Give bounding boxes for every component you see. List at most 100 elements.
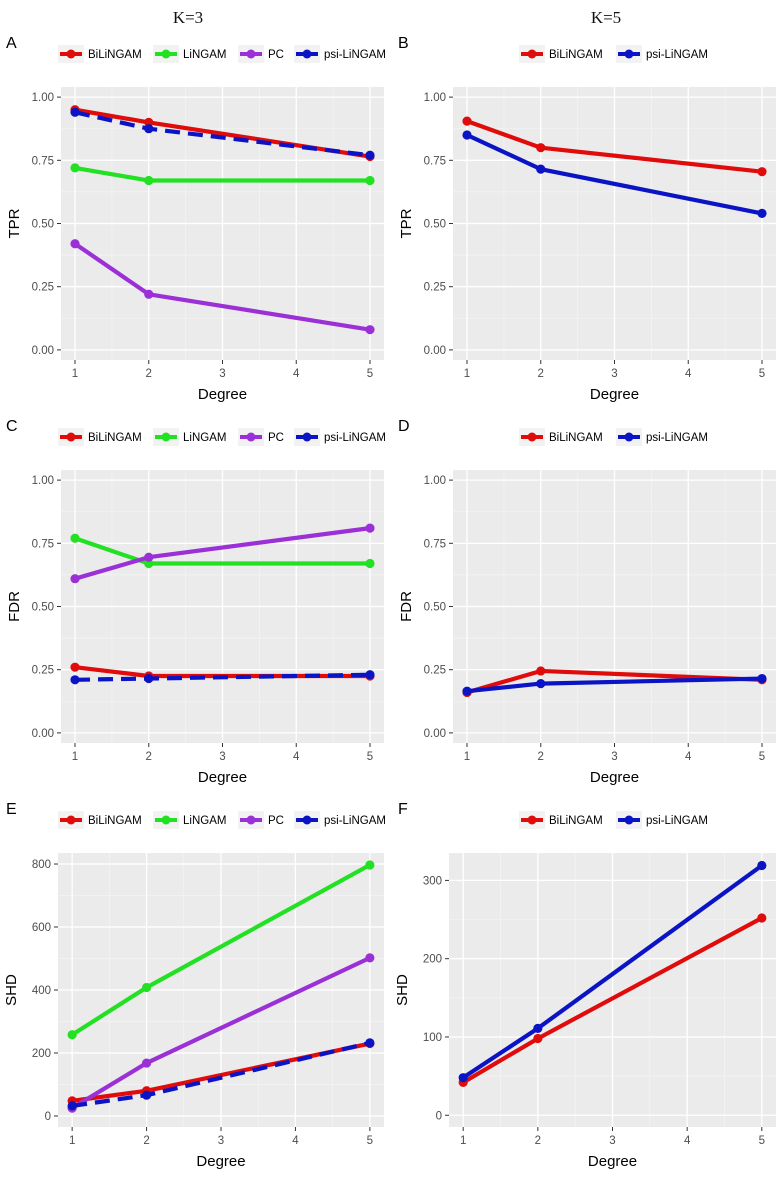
legend-label: psi-LiNGAM xyxy=(324,815,386,827)
y-tick-label: 200 xyxy=(32,1048,51,1060)
data-point-psi-lingam xyxy=(144,673,154,684)
y-tick-label: 0.75 xyxy=(424,538,446,550)
legend: BiLiNGAM LiNGAM PC psi-LiNGAM xyxy=(58,45,386,63)
legend-key-point xyxy=(527,49,537,59)
x-tick-label: 5 xyxy=(759,368,765,380)
x-axis-title: Degree xyxy=(196,1153,245,1170)
data-point-lingam xyxy=(365,558,375,569)
y-tick-label: 0.00 xyxy=(32,728,54,740)
legend-key-point xyxy=(527,815,537,825)
x-tick-label: 4 xyxy=(685,368,692,380)
x-tick-label: 4 xyxy=(293,368,300,380)
y-axis-title: SHD xyxy=(394,974,411,1006)
x-tick-label: 3 xyxy=(218,1135,224,1147)
data-point-psi-lingam xyxy=(536,678,546,689)
x-tick-label: 2 xyxy=(538,368,544,380)
y-tick-label: 300 xyxy=(423,875,442,887)
y-axis-title: TPR xyxy=(398,208,415,238)
legend-key-point xyxy=(66,432,76,442)
data-point-lingam xyxy=(365,860,375,870)
legend-key-point xyxy=(246,815,256,825)
data-point-psi-lingam xyxy=(144,124,154,134)
data-point-psi-lingam xyxy=(365,150,375,160)
legend-label: BiLiNGAM xyxy=(88,49,142,61)
legend-key-point xyxy=(161,49,171,59)
y-tick-label: 0.00 xyxy=(32,345,54,357)
data-point-psi-lingam xyxy=(365,670,375,680)
legend-key-point xyxy=(66,49,76,59)
y-tick-label: 0 xyxy=(436,1110,442,1122)
y-tick-label: 0.25 xyxy=(424,282,446,294)
data-point-pc xyxy=(144,289,154,299)
column-title-k5: K=5 xyxy=(590,8,622,27)
legend-label: LiNGAM xyxy=(183,815,226,827)
data-point-pc xyxy=(144,552,154,562)
legend-label: PC xyxy=(268,432,284,444)
legend-label: PC xyxy=(268,49,284,61)
y-tick-label: 0.75 xyxy=(32,155,54,167)
y-tick-label: 800 xyxy=(32,859,51,871)
legend-key-point xyxy=(161,815,171,825)
y-tick-label: 0.25 xyxy=(424,665,446,677)
x-axis-title: Degree xyxy=(198,386,247,403)
legend-label: psi-LiNGAM xyxy=(646,432,708,444)
y-tick-label: 0.25 xyxy=(32,665,54,677)
data-point-psi-lingam xyxy=(757,860,767,871)
data-point-pc xyxy=(70,574,80,584)
panel-letter: D xyxy=(398,418,410,435)
y-tick-label: 1.00 xyxy=(32,475,54,487)
data-point-lingam xyxy=(365,175,375,186)
data-point-psi-lingam xyxy=(462,130,472,140)
panel-d: 0.00 0.25 0.50 0.75 1.00 1 2 3 4 5 Degree FDR D BiLiN… xyxy=(398,418,776,786)
data-point-psi-lingam xyxy=(536,164,546,174)
panel-f: 0 100 200 300 1 2 3 4 5 Degree SHD F BiLiNGAM psi-LiN… xyxy=(394,801,776,1170)
x-axis-title: Degree xyxy=(590,386,639,403)
legend-label: BiLiNGAM xyxy=(549,815,603,827)
x-tick-label: 5 xyxy=(367,751,373,763)
data-point-psi-lingam xyxy=(757,208,767,218)
x-axis-title: Degree xyxy=(590,769,639,786)
data-point-bilingam xyxy=(757,913,767,923)
x-tick-label: 2 xyxy=(146,368,152,380)
x-tick-label: 3 xyxy=(219,368,225,380)
legend-label: psi-LiNGAM xyxy=(646,815,708,827)
x-tick-label: 2 xyxy=(538,751,544,763)
data-point-pc xyxy=(365,325,375,335)
y-tick-label: 0.25 xyxy=(32,282,54,294)
x-tick-label: 5 xyxy=(759,1135,765,1147)
legend-key-point xyxy=(624,49,634,59)
y-axis-title: TPR xyxy=(6,208,23,238)
y-tick-label: 0.00 xyxy=(424,728,446,740)
data-point-psi-lingam xyxy=(533,1023,543,1033)
y-tick-label: 0.00 xyxy=(424,345,446,357)
legend-key-point xyxy=(161,432,171,442)
legend-label: BiLiNGAM xyxy=(88,432,142,444)
x-axis-title: Degree xyxy=(198,769,247,786)
data-point-lingam xyxy=(141,982,152,993)
x-tick-label: 5 xyxy=(367,368,373,380)
legend-label: BiLiNGAM xyxy=(549,432,603,444)
data-point-lingam xyxy=(70,533,80,543)
data-point-bilingam xyxy=(144,117,154,127)
data-point-bilingam xyxy=(536,666,546,676)
legend-key-point xyxy=(66,815,76,825)
y-tick-label: 0.50 xyxy=(424,219,446,231)
legend-key-point xyxy=(302,815,312,825)
legend-key-point xyxy=(246,49,256,59)
data-point-psi-lingam xyxy=(757,673,767,684)
data-point-psi-lingam xyxy=(365,1038,375,1048)
legend-key-point xyxy=(527,432,537,442)
x-tick-label: 2 xyxy=(535,1135,541,1147)
y-tick-label: 0.50 xyxy=(32,219,54,231)
legend-key-point xyxy=(624,432,634,442)
y-tick-label: 600 xyxy=(32,922,51,934)
x-tick-label: 4 xyxy=(293,751,300,763)
legend: BiLiNGAM LiNGAM PC psi-LiNGAM xyxy=(58,428,386,446)
legend-label: psi-LiNGAM xyxy=(324,432,386,444)
panel-letter: C xyxy=(6,418,18,435)
data-point-pc xyxy=(141,1058,152,1068)
x-tick-label: 2 xyxy=(143,1135,149,1147)
legend-label: PC xyxy=(268,815,284,827)
data-point-psi-lingam xyxy=(458,1073,468,1083)
y-tick-label: 0.50 xyxy=(424,602,446,614)
